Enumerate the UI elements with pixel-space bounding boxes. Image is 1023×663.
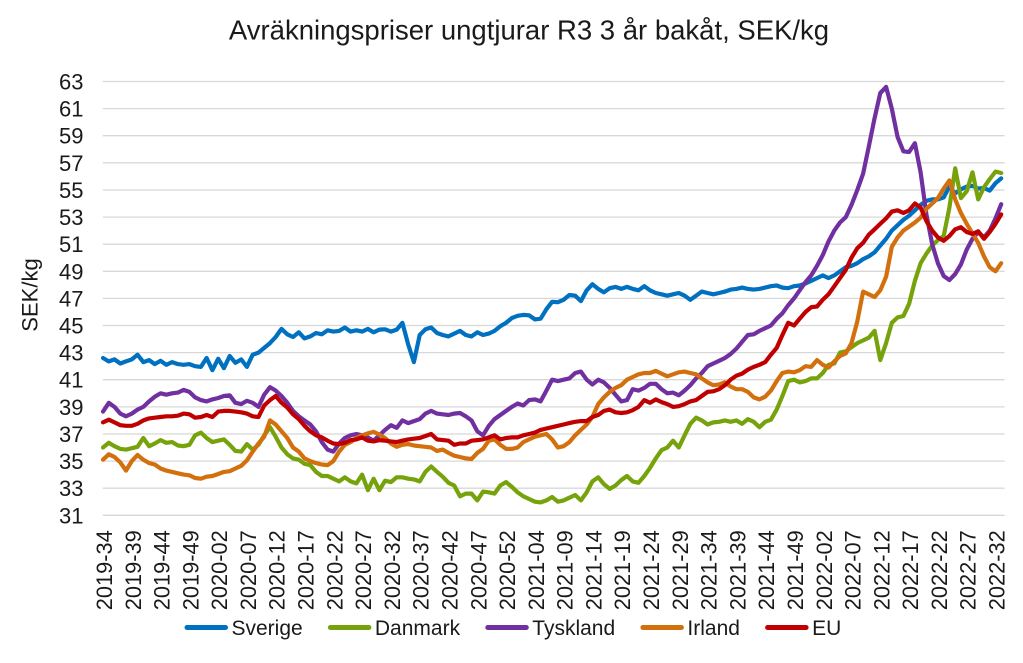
svg-text:2021-34: 2021-34 [697, 530, 722, 610]
svg-text:2020-07: 2020-07 [236, 530, 261, 610]
svg-text:49: 49 [59, 259, 83, 284]
svg-text:2020-17: 2020-17 [294, 530, 319, 610]
svg-text:EU: EU [812, 617, 841, 640]
svg-text:2021-29: 2021-29 [668, 530, 693, 610]
svg-text:2019-44: 2019-44 [150, 530, 175, 610]
svg-text:2021-14: 2021-14 [581, 530, 606, 610]
svg-text:2019-34: 2019-34 [92, 530, 117, 610]
svg-text:33: 33 [59, 476, 83, 501]
svg-text:47: 47 [59, 286, 83, 311]
svg-text:2020-47: 2020-47 [466, 530, 491, 610]
svg-text:2022-02: 2022-02 [812, 530, 837, 610]
svg-text:2020-32: 2020-32 [380, 530, 405, 610]
svg-text:2022-17: 2022-17 [898, 530, 923, 610]
svg-text:39: 39 [59, 395, 83, 420]
svg-text:57: 57 [59, 151, 83, 176]
svg-text:2021-44: 2021-44 [754, 530, 779, 610]
svg-text:2022-22: 2022-22 [927, 530, 952, 610]
svg-text:55: 55 [59, 178, 83, 203]
svg-text:61: 61 [59, 97, 83, 122]
svg-text:2021-39: 2021-39 [725, 530, 750, 610]
svg-text:Avräkningspriser ungtjurar R3: Avräkningspriser ungtjurar R3 3 år bakåt… [229, 15, 829, 46]
svg-text:2020-22: 2020-22 [322, 530, 347, 610]
svg-text:2020-52: 2020-52 [495, 530, 520, 610]
svg-text:2020-12: 2020-12 [265, 530, 290, 610]
svg-text:2019-49: 2019-49 [178, 530, 203, 610]
svg-text:2021-09: 2021-09 [553, 530, 578, 610]
svg-text:2019-39: 2019-39 [121, 530, 146, 610]
svg-text:31: 31 [59, 503, 83, 528]
svg-text:51: 51 [59, 232, 83, 257]
svg-text:2021-19: 2021-19 [610, 530, 635, 610]
svg-text:63: 63 [59, 70, 83, 95]
svg-text:35: 35 [59, 449, 83, 474]
svg-text:2022-27: 2022-27 [956, 530, 981, 610]
svg-text:2021-04: 2021-04 [524, 530, 549, 610]
svg-text:2020-42: 2020-42 [438, 530, 463, 610]
svg-text:Sverige: Sverige [232, 617, 303, 640]
svg-text:2022-07: 2022-07 [841, 530, 866, 610]
svg-text:Tyskland: Tyskland [532, 617, 615, 640]
svg-text:SEK/kg: SEK/kg [18, 258, 43, 331]
svg-text:43: 43 [59, 341, 83, 366]
svg-text:45: 45 [59, 314, 83, 339]
svg-text:2020-02: 2020-02 [207, 530, 232, 610]
svg-text:2022-12: 2022-12 [869, 530, 894, 610]
svg-text:2022-32: 2022-32 [985, 530, 1010, 610]
svg-text:41: 41 [59, 368, 83, 393]
svg-text:37: 37 [59, 422, 83, 447]
svg-text:2021-49: 2021-49 [783, 530, 808, 610]
svg-text:59: 59 [59, 124, 83, 149]
svg-text:2020-27: 2020-27 [351, 530, 376, 610]
svg-text:2020-37: 2020-37 [409, 530, 434, 610]
svg-text:Irland: Irland [687, 617, 740, 640]
svg-text:53: 53 [59, 205, 83, 230]
svg-text:Danmark: Danmark [375, 617, 461, 640]
svg-text:2021-24: 2021-24 [639, 530, 664, 610]
